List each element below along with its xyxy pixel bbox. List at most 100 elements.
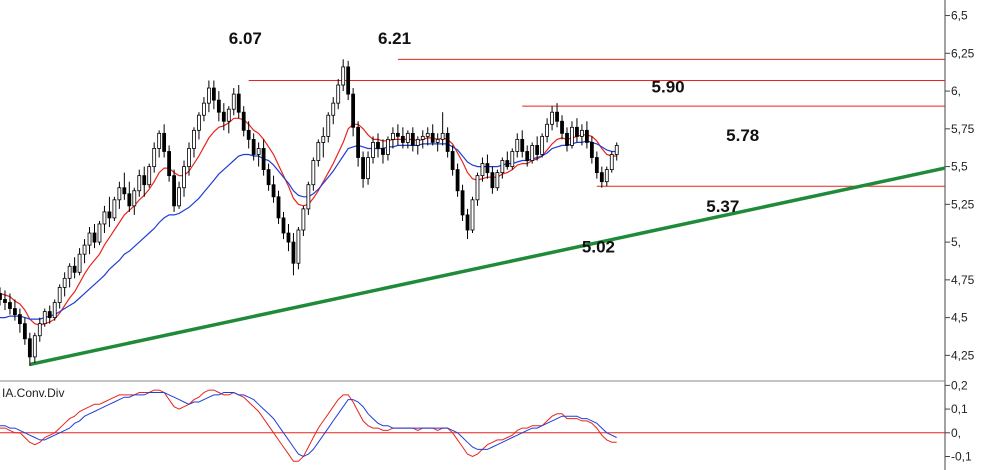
- candle-body: [331, 102, 336, 116]
- candle-body: [296, 229, 301, 264]
- candle: [510, 148, 515, 170]
- candle: [530, 142, 535, 164]
- candle: [371, 136, 375, 164]
- candle: [82, 239, 87, 264]
- candle-body: [306, 184, 311, 210]
- price-tick-label: 5,75: [951, 122, 975, 136]
- candle: [67, 263, 72, 288]
- candle-body: [256, 148, 261, 155]
- candle: [376, 133, 380, 158]
- candle: [500, 157, 505, 179]
- candle-body: [540, 135, 545, 155]
- candle: [580, 124, 584, 146]
- candle: [236, 85, 241, 119]
- candle-body: [42, 311, 47, 325]
- candle-body: [281, 217, 286, 234]
- candle: [386, 136, 390, 161]
- candle-body: [192, 129, 196, 149]
- candle-body: [261, 148, 266, 171]
- macd-axis: 0,2 0,1 0, -0,1: [0, 378, 972, 464]
- candle-body: [391, 132, 395, 140]
- price-annotation: 5.37: [706, 197, 739, 216]
- candle-body: [585, 129, 589, 143]
- candle: [172, 169, 176, 212]
- candle-body: [211, 87, 216, 101]
- price-axis: 6,5 6,25 6, 5,75 5,5 5,25 5, 4,75 4,5 4,25: [944, 0, 975, 470]
- moving-average-line: [0, 117, 617, 326]
- candle: [331, 97, 336, 125]
- candle-body: [77, 253, 82, 273]
- candle-body: [400, 135, 405, 143]
- candle: [575, 118, 579, 143]
- candle-body: [241, 111, 246, 131]
- candle-body: [216, 99, 221, 113]
- candle-body: [152, 148, 157, 167]
- candle: [137, 169, 142, 197]
- candle-body: [37, 323, 42, 337]
- macd-tick-label: -0,1: [951, 450, 972, 464]
- candle-body: [396, 132, 400, 137]
- candle-body: [127, 193, 132, 207]
- candle-body: [316, 142, 321, 161]
- candle-body: [361, 157, 365, 180]
- candle: [470, 196, 475, 234]
- candle: [231, 88, 236, 116]
- candle: [465, 208, 470, 240]
- candle: [435, 133, 440, 152]
- candle-body: [321, 135, 326, 143]
- candle: [550, 106, 554, 131]
- candle-body: [52, 302, 57, 319]
- candle: [216, 91, 221, 122]
- candle: [291, 233, 296, 276]
- candle-body: [236, 93, 241, 113]
- candle: [594, 151, 599, 179]
- candle-body: [271, 184, 276, 198]
- candle-body: [226, 108, 231, 122]
- candle-body: [530, 145, 535, 161]
- macd-tick-label: 0,: [951, 426, 961, 440]
- candle: [241, 106, 246, 137]
- candle-body: [231, 93, 236, 110]
- candle: [585, 121, 589, 149]
- candle-body: [147, 166, 152, 186]
- candle-body: [3, 299, 7, 303]
- candle: [62, 272, 67, 297]
- candle-body: [167, 151, 171, 177]
- candle: [396, 124, 400, 146]
- candle: [410, 127, 415, 152]
- candle-body: [251, 138, 256, 155]
- candle-body: [480, 163, 485, 177]
- price-tick-label: 6,5: [951, 9, 968, 23]
- candle-body: [182, 166, 186, 189]
- candle-body: [13, 308, 17, 315]
- price-annotation: 5.90: [652, 78, 685, 97]
- candle: [211, 80, 216, 110]
- candle-body: [117, 187, 122, 201]
- candle-body: [291, 241, 296, 264]
- candle: [311, 157, 316, 191]
- candle-body: [440, 132, 445, 140]
- candle: [246, 121, 251, 149]
- candle: [226, 106, 231, 134]
- candle-body: [485, 163, 490, 174]
- candle: [187, 142, 191, 176]
- candle: [440, 112, 445, 146]
- candle-body: [72, 265, 77, 273]
- candle: [296, 226, 301, 270]
- candle: [18, 308, 22, 333]
- candle: [47, 305, 52, 324]
- candle-body: [555, 111, 559, 122]
- candle: [460, 184, 465, 221]
- candle-body: [187, 148, 191, 167]
- candle-body: [420, 135, 425, 140]
- candle: [391, 127, 395, 149]
- candle-body: [575, 126, 579, 137]
- macd-panel: 0,2 0,1 0, -0,1 IA.Conv.Div: [0, 378, 972, 464]
- candle: [301, 205, 306, 237]
- candle-body: [415, 138, 420, 146]
- candle-body: [47, 311, 52, 319]
- candle-body: [62, 277, 67, 288]
- macd-tick-label: 0,1: [951, 402, 968, 416]
- horizontal-levels: [248, 58, 945, 187]
- candle: [346, 60, 351, 101]
